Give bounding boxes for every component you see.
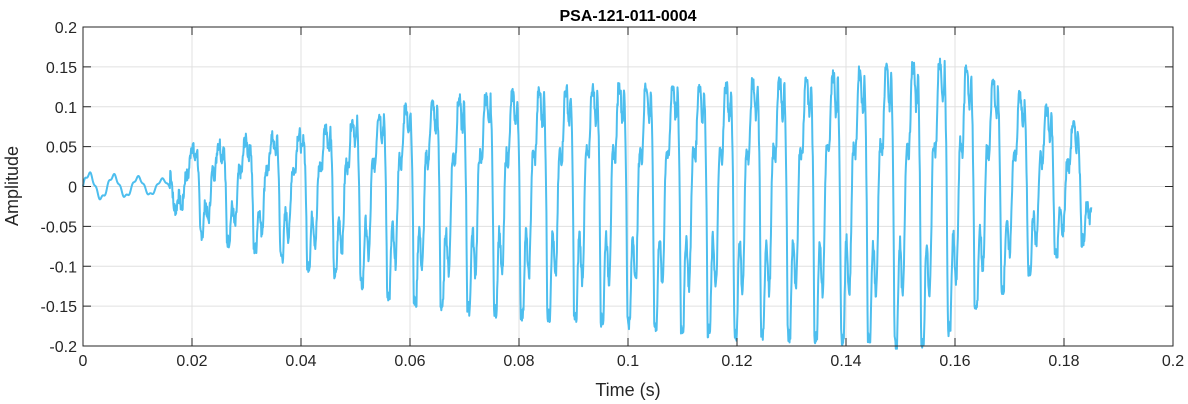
y-tick-label: 0.1	[55, 100, 77, 117]
x-axis-label: Time (s)	[595, 380, 660, 400]
x-tick-label: 0	[79, 353, 88, 370]
y-tick-label: 0.05	[46, 140, 77, 157]
y-tick-label: 0.15	[46, 60, 77, 77]
series-group	[82, 57, 1093, 350]
x-tick-label: 0.18	[1048, 353, 1079, 370]
y-axis-label: Amplitude	[2, 146, 22, 226]
tick-labels: 0 0.02 0.04 0.06 0.08 0.1 0.12 0.14 0.16 0.18 0.2 -…	[41, 20, 1185, 370]
x-tick-label: 0.02	[176, 353, 207, 370]
y-tick-label: -0.05	[41, 219, 78, 236]
y-tick-label: 0.2	[55, 20, 77, 37]
x-tick-label: 0.08	[503, 353, 534, 370]
x-tick-label: 0.16	[939, 353, 970, 370]
y-tick-label: -0.2	[49, 339, 77, 356]
x-tick-label: 0.2	[1162, 353, 1184, 370]
x-tick-label: 0.14	[830, 353, 861, 370]
x-tick-label: 0.06	[394, 353, 425, 370]
series-line	[82, 57, 1093, 350]
y-tick-label: -0.1	[49, 259, 77, 276]
ticks	[82, 26, 1174, 347]
x-tick-label: 0.04	[285, 353, 316, 370]
y-tick-label: 0	[68, 180, 77, 197]
x-tick-label: 0.12	[721, 353, 752, 370]
x-tick-label: 0.1	[617, 353, 639, 370]
chart-title: PSA-121-011-0004	[560, 8, 697, 25]
y-tick-label: -0.15	[41, 299, 78, 316]
